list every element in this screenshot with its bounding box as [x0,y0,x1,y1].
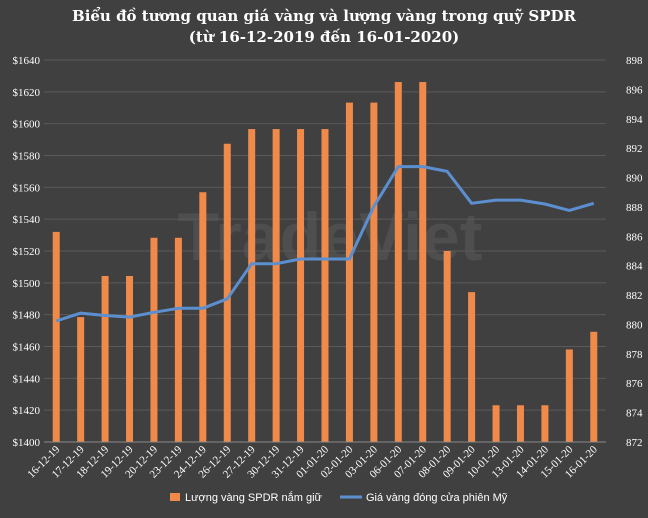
bar [419,82,427,443]
line-series-price [55,165,595,323]
bar [297,129,305,443]
bar [492,405,500,442]
bar [321,129,329,443]
right-tick-label: 890 [626,173,643,185]
right-tick-label: 876 [626,378,643,390]
left-tick-label: $1400 [13,437,41,449]
left-tick-label: $1480 [13,310,41,322]
right-tick-label: 874 [626,408,643,420]
right-tick-label: 878 [626,349,643,361]
bar [101,275,109,442]
bar [590,331,598,442]
chart-title: Biểu đồ tương quan giá vàng và lượng vàn… [72,7,576,25]
bar [150,237,158,442]
left-tick-label: $1520 [13,246,41,258]
left-tick-label: $1500 [13,278,41,290]
bar [52,231,60,442]
right-tick-label: 898 [626,55,643,67]
left-tick-label: $1600 [13,119,41,131]
bar [565,349,573,442]
right-tick-label: 884 [626,261,643,273]
right-tick-label: 896 [626,84,643,96]
bar-series [52,82,598,443]
legend-bar-label: Lượng vàng SPDR nắm giữ [185,491,323,504]
left-tick-label: $1560 [13,182,41,194]
bar [126,275,134,442]
bar [77,317,85,442]
bar [516,405,524,442]
bar [199,192,207,442]
right-tick-label: 880 [626,319,643,331]
right-axis: 872 874 876 878 880 882 884 886 888 890 892 894 896 8… [626,55,643,449]
right-tick-label: 882 [626,290,643,302]
left-tick-label: $1620 [13,87,41,99]
chart-subtitle: (từ 16-12-2019 đến 16-01-2020) [189,28,460,46]
bar [370,102,378,442]
left-tick-label: $1420 [13,405,41,417]
legend-line-label: Giá vàng đóng cửa phiên Mỹ [366,492,508,504]
left-tick-label: $1460 [13,342,41,354]
bar [345,102,353,442]
bar [248,129,256,443]
bar [468,292,476,442]
bar [174,237,182,442]
right-tick-label: 892 [626,143,643,155]
watermark: TradeViet [178,199,483,275]
bar [443,251,451,442]
right-tick-label: 872 [626,437,643,449]
left-tick-label: $1440 [13,373,41,385]
legend: Lượng vàng SPDR nắm giữ Giá vàng đóng cử… [170,491,508,504]
left-tick-label: $1640 [13,55,41,67]
right-tick-label: 888 [626,202,643,214]
bar [223,143,231,442]
right-tick-label: 894 [626,114,643,126]
bar [541,405,549,442]
left-tick-label: $1540 [13,214,41,226]
left-tick-label: $1580 [13,151,41,163]
right-tick-label: 886 [626,231,643,243]
left-axis: $1400 $1420 $1440 $1460 $1480 $1500 $1520 $1540… [13,55,41,449]
bar [394,82,402,443]
legend-bar-swatch [170,493,180,501]
bar [272,129,280,443]
